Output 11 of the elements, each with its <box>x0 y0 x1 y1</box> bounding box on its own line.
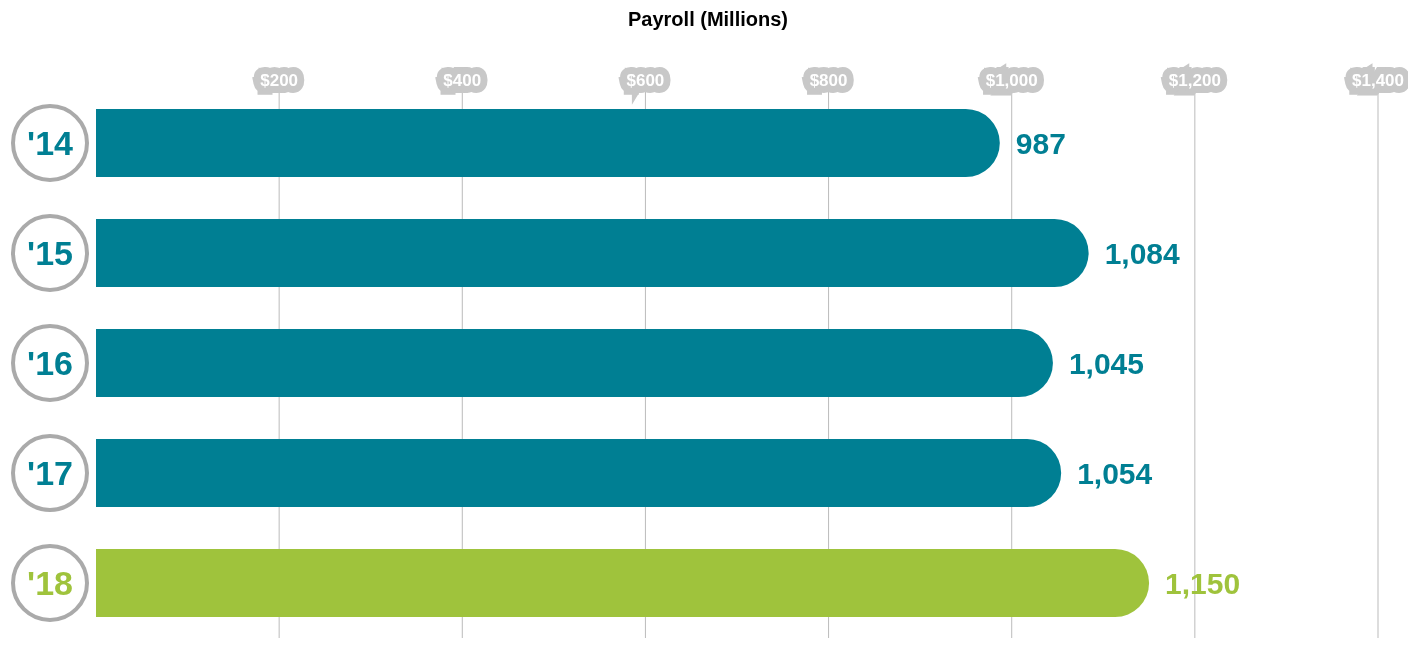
data-label: 1,054 <box>1077 456 1153 490</box>
y-tick-label: '18 <box>27 564 73 602</box>
data-label: 1,045 <box>1068 346 1144 380</box>
y-tick-label: '17 <box>27 454 73 492</box>
y-tick-label: '14 <box>27 124 74 162</box>
chart-title: Payroll (Millions) <box>627 8 789 32</box>
data-label: 1,150 <box>1165 566 1241 600</box>
y-tick-label: '16 <box>27 344 73 382</box>
y-tick-label: '15 <box>27 234 73 272</box>
data-label: 1,084 <box>1104 236 1181 270</box>
data-label: 987 <box>1015 126 1066 160</box>
